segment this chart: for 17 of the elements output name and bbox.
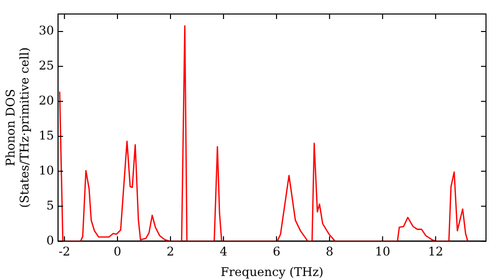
x-axis-title: Frequency (THz) [220, 264, 324, 279]
x-tick-label: 12 [428, 244, 444, 259]
x-tick-label: -2 [58, 244, 70, 259]
y-tick-label: 5 [46, 198, 54, 212]
x-tick-label: 6 [272, 244, 280, 259]
y-tick-label: 10 [38, 163, 54, 178]
y-tick-label: 25 [38, 58, 54, 73]
x-tick-label: 0 [114, 244, 122, 259]
y-tick-label: 15 [38, 128, 54, 142]
y-tick-label: 30 [38, 24, 54, 38]
y-tick-label: 0 [46, 233, 54, 248]
y-tick-label: 20 [38, 94, 54, 108]
y-axis-title: Phonon DOS (States/THz·primitive cell) [3, 47, 32, 208]
x-tick-label: 2 [166, 244, 174, 259]
x-tick-label: 4 [220, 244, 228, 259]
x-tick-label: 10 [374, 244, 390, 259]
x-tick-label: 8 [326, 244, 334, 259]
